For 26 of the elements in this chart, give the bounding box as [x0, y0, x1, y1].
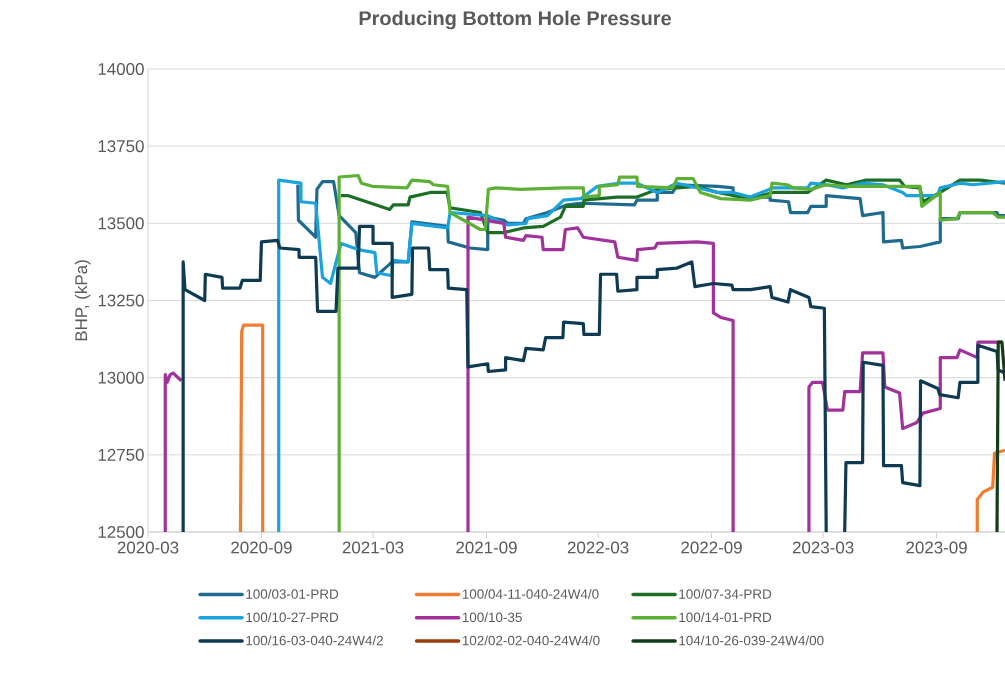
y-tick-label: 12750	[98, 448, 144, 461]
legend-label: 100/07-34-PRD	[679, 588, 772, 599]
x-tick-label: 2023-09	[906, 541, 967, 554]
legend-label: 104/10-26-039-24W4/00	[679, 635, 824, 646]
legend-label: 100/16-03-040-24W4/2	[246, 635, 383, 646]
x-tick-label: 2021-03	[342, 541, 404, 554]
y-axis-title: BHP, (kPa)	[74, 260, 91, 341]
y-tick-label: 13000	[98, 371, 144, 384]
y-tick-label: 14000	[98, 63, 144, 75]
legend-label: 100/14-01-PRD	[679, 612, 772, 623]
y-tick-label: 13750	[98, 140, 144, 153]
legend-label: 102/02-02-040-24W4/0	[462, 635, 600, 646]
y-tick-label: 13500	[98, 217, 144, 230]
x-tick-label: 2020-09	[231, 541, 292, 554]
legend-label: 100/10-27-PRD	[246, 612, 339, 623]
y-tick-label: 13250	[98, 294, 144, 307]
legend-label: 100/10-35	[462, 612, 522, 623]
x-tick-label: 2020-03	[117, 541, 179, 554]
x-tick-label: 2021-09	[456, 541, 517, 554]
chart-title: Producing Bottom Hole Pressure	[359, 10, 671, 30]
legend-label: 100/04-11-040-24W4/0	[462, 588, 599, 599]
x-tick-label: 2022-09	[681, 541, 742, 554]
x-tick-label: 2022-03	[567, 541, 629, 554]
x-tick-label: 2023-03	[792, 541, 854, 554]
legend-label: 100/03-01-PRD	[246, 588, 339, 599]
y-tick-label: 12500	[98, 526, 144, 538]
